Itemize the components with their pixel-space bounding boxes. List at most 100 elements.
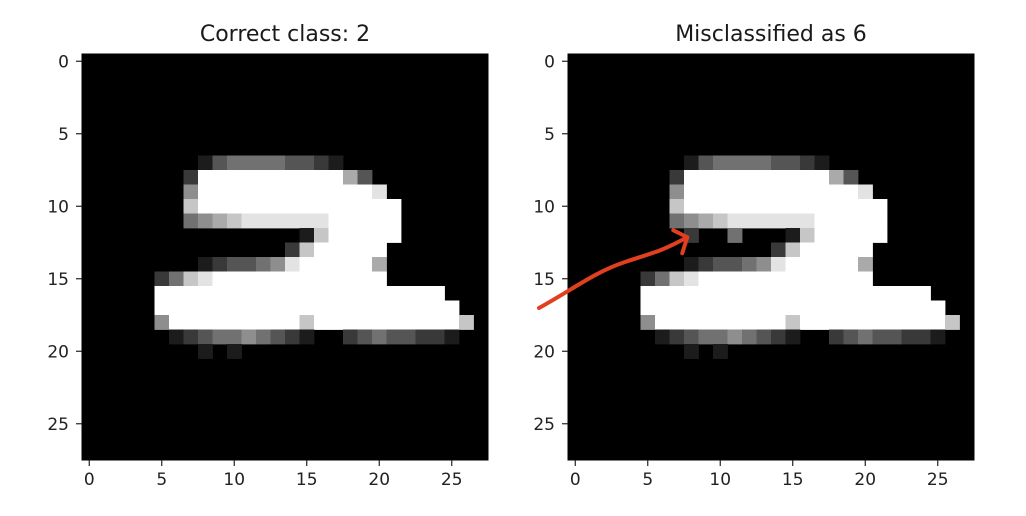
pixel-cell <box>198 315 213 330</box>
pixel-cell <box>814 271 830 287</box>
pixel-cell <box>401 315 416 330</box>
pixel-cell <box>814 242 830 258</box>
pixel-cell <box>343 315 358 330</box>
pixel-cell <box>299 199 315 214</box>
pixel-cell <box>285 300 300 316</box>
pixel-cell <box>684 213 699 229</box>
pixel-cell <box>756 271 772 287</box>
pixel-cell <box>640 315 656 330</box>
pixel-cell <box>241 170 257 185</box>
pixel-cell <box>183 199 199 214</box>
pixel-cell <box>299 271 315 287</box>
pixel-cell <box>930 329 946 345</box>
pixel-cell <box>858 228 873 243</box>
pixel-cell <box>372 257 387 272</box>
pixel-cell <box>684 329 699 345</box>
pixel-cell <box>829 242 844 258</box>
pixel-cell <box>843 315 859 330</box>
pixel-cell <box>669 286 685 301</box>
axes-frame <box>567 53 975 461</box>
pixel-cell <box>299 286 315 301</box>
pixel-cell <box>916 315 931 330</box>
pixel-cell <box>285 257 300 272</box>
pixel-cell <box>858 300 873 316</box>
pixel-cell <box>727 315 743 330</box>
pixel-cell <box>669 170 685 185</box>
pixel-cell <box>901 315 917 330</box>
pixel-cell <box>357 184 373 200</box>
pixel-cell <box>814 257 830 272</box>
pixel-cell <box>655 271 670 287</box>
pixel-cell <box>771 300 786 316</box>
pixel-cell <box>227 300 242 316</box>
pixel-cell <box>270 315 286 330</box>
pixel-cell <box>299 184 315 200</box>
pixel-cell <box>299 329 315 345</box>
pixel-cell <box>756 184 772 200</box>
pixel-cell <box>756 329 772 345</box>
pixel-cell <box>357 329 373 345</box>
pixel-cell <box>698 199 714 214</box>
pixel-cell <box>785 257 801 272</box>
pixel-cell <box>829 329 844 345</box>
pixel-cell <box>256 300 271 316</box>
pixel-cell <box>727 271 743 287</box>
pixel-cell <box>299 170 315 185</box>
pixel-cell <box>198 199 213 214</box>
pixel-cell <box>843 329 859 345</box>
y-tick-label: 15 <box>533 270 555 290</box>
pixel-cell <box>742 170 757 185</box>
pixel-cell <box>713 300 728 316</box>
pixel-cell <box>887 315 902 330</box>
y-tick-label: 0 <box>544 52 555 72</box>
pixel-cell <box>713 155 728 171</box>
pixel-cell <box>198 300 213 316</box>
pixel-cell <box>640 271 656 287</box>
pixel-cell <box>785 184 801 200</box>
pixel-cell <box>887 329 902 345</box>
pixel-cell <box>343 242 358 258</box>
pixel-cell <box>756 155 772 171</box>
pixel-cell <box>771 286 786 301</box>
pixel-cell <box>814 300 830 316</box>
pixel-cell <box>372 213 387 229</box>
pixel-cell <box>785 199 801 214</box>
pixel-cell <box>814 155 830 171</box>
pixel-cell <box>430 315 445 330</box>
pixel-cell <box>727 286 743 301</box>
pixel-cell <box>843 170 859 185</box>
pixel-cell <box>183 271 199 287</box>
pixel-cell <box>285 155 300 171</box>
pixel-cell <box>198 170 213 185</box>
pixel-cell <box>415 329 431 345</box>
pixel-cell <box>444 315 460 330</box>
pixel-cell <box>212 329 228 345</box>
pixel-cell <box>212 257 228 272</box>
pixel-cell <box>742 213 757 229</box>
pixel-cell <box>800 213 815 229</box>
pixel-cell <box>285 286 300 301</box>
pixel-cell <box>655 300 670 316</box>
x-tick-label: 10 <box>709 470 731 490</box>
pixel-cell <box>357 271 373 287</box>
pixel-cell <box>314 242 329 258</box>
pixel-cell <box>843 184 859 200</box>
panel-correct-class: Correct class: 2 0 5 10 15 20 25 0 5 10 15 20 25 <box>47 22 489 490</box>
pixel-cell <box>227 315 242 330</box>
pixel-cell <box>684 155 699 171</box>
pixel-cell <box>241 329 257 345</box>
pixel-cell <box>256 257 271 272</box>
x-tick-label: 20 <box>854 470 876 490</box>
pixel-cell <box>771 213 786 229</box>
pixel-cell <box>698 184 714 200</box>
annotation-arrow-head <box>671 228 690 256</box>
pixel-cell <box>684 344 699 359</box>
pixel-cell <box>713 213 728 229</box>
pixel-cell <box>713 286 728 301</box>
pixel-cell <box>727 228 743 243</box>
pixel-cell <box>727 155 743 171</box>
x-tick-label: 25 <box>927 470 949 490</box>
pixel-cell <box>256 199 271 214</box>
x-tick-label: 0 <box>570 470 581 490</box>
